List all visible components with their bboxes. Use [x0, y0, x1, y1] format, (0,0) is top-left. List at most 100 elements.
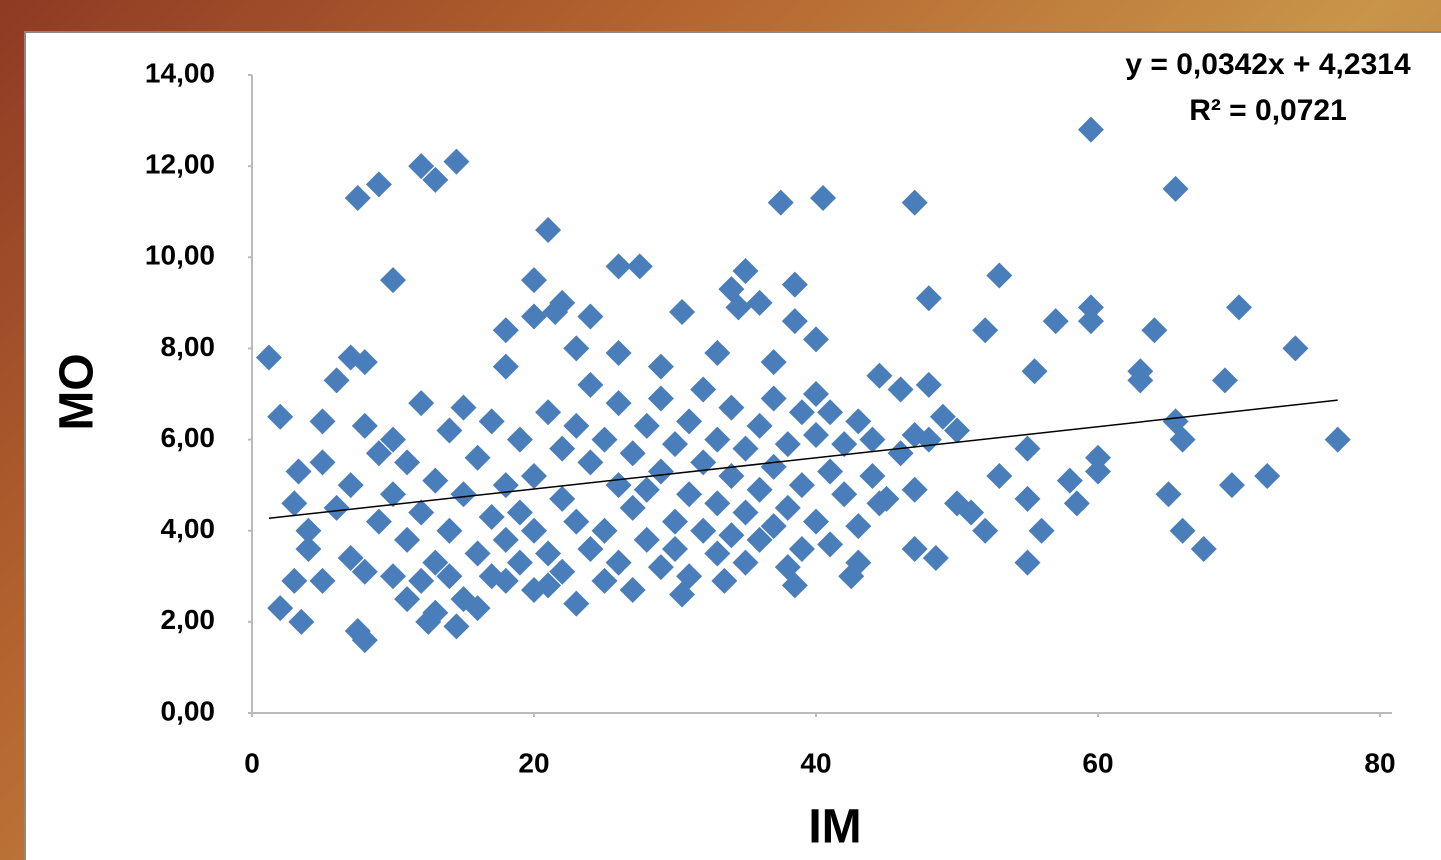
point — [542, 298, 569, 325]
point — [873, 485, 900, 512]
point — [605, 549, 632, 576]
point — [781, 308, 808, 335]
point — [1141, 317, 1168, 344]
point — [704, 540, 731, 567]
point — [408, 153, 435, 180]
point — [767, 189, 794, 216]
point — [549, 435, 576, 462]
x-tick-label: 40 — [800, 747, 831, 778]
point — [1077, 116, 1104, 143]
point — [380, 426, 406, 453]
point — [443, 613, 470, 640]
point — [732, 549, 759, 576]
y-tick-label: 2,00 — [161, 604, 216, 635]
point — [647, 554, 674, 581]
point — [1127, 367, 1154, 394]
point — [788, 535, 815, 562]
point — [803, 326, 829, 353]
point — [337, 472, 364, 499]
point — [344, 617, 371, 644]
point — [718, 522, 745, 549]
point — [506, 426, 533, 453]
point — [464, 444, 491, 471]
point — [591, 567, 618, 594]
point — [1162, 175, 1189, 202]
point — [760, 513, 787, 540]
y-tick-label: 0,00 — [161, 695, 216, 726]
point — [506, 499, 533, 526]
point — [732, 499, 759, 526]
point — [845, 408, 872, 435]
point — [380, 267, 406, 294]
point — [929, 403, 956, 430]
point — [831, 431, 858, 458]
y-tick-label: 6,00 — [161, 422, 216, 453]
point — [760, 385, 787, 412]
point — [887, 376, 914, 403]
point — [1014, 549, 1041, 576]
point — [450, 394, 477, 421]
point — [676, 563, 703, 590]
point — [915, 371, 942, 398]
point — [732, 257, 759, 284]
point — [408, 499, 435, 526]
chart-panel — [24, 31, 1441, 860]
point — [394, 449, 421, 476]
point — [901, 422, 928, 449]
point — [422, 467, 449, 494]
point — [887, 440, 914, 467]
point — [267, 403, 294, 430]
point — [492, 353, 519, 380]
point — [619, 576, 646, 603]
point — [408, 567, 435, 594]
point — [704, 490, 731, 517]
point — [285, 458, 312, 485]
point — [746, 412, 773, 439]
point — [1085, 458, 1111, 485]
point — [817, 399, 844, 426]
point — [845, 513, 872, 540]
point — [380, 563, 406, 590]
point — [915, 285, 942, 312]
point — [845, 549, 872, 576]
point — [351, 558, 378, 585]
point — [365, 508, 392, 535]
point — [817, 458, 844, 485]
point — [1211, 367, 1238, 394]
point — [1254, 463, 1281, 490]
point — [718, 463, 745, 490]
trendline-equation: y = 0,0342x + 4,2314 — [1125, 48, 1411, 81]
point — [711, 567, 738, 594]
y-tick-label: 8,00 — [161, 331, 216, 362]
point — [436, 563, 463, 590]
point — [746, 476, 773, 503]
point — [577, 449, 604, 476]
point — [704, 426, 731, 453]
point — [605, 339, 632, 366]
point — [774, 431, 801, 458]
point — [577, 535, 604, 562]
point — [394, 586, 421, 613]
point — [725, 294, 752, 321]
point — [1190, 535, 1217, 562]
point — [859, 463, 886, 490]
point — [781, 271, 808, 298]
point — [619, 494, 646, 521]
point — [676, 481, 703, 508]
point — [690, 376, 717, 403]
point — [288, 608, 315, 635]
point — [803, 508, 829, 535]
point — [521, 267, 547, 294]
point — [521, 517, 547, 544]
point — [436, 417, 463, 444]
point — [1042, 308, 1069, 335]
point — [746, 526, 773, 553]
point — [633, 412, 660, 439]
point — [535, 216, 562, 243]
point — [365, 440, 392, 467]
r-squared: R² = 0,0721 — [1189, 94, 1347, 127]
point — [464, 595, 491, 622]
y-axis-title: MO — [51, 353, 104, 430]
